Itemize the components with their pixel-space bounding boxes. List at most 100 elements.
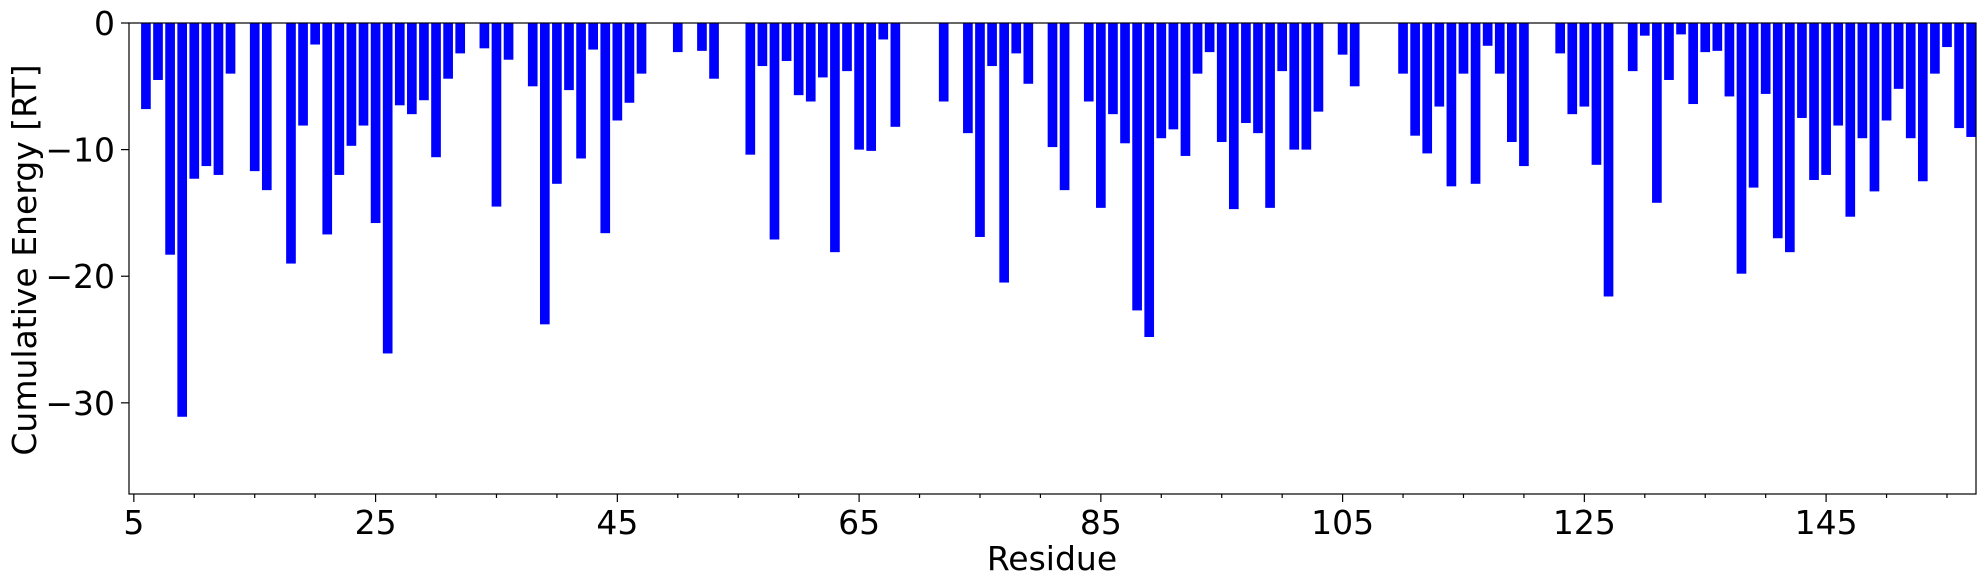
bar [431,23,441,158]
bar [1930,23,1940,74]
bar [1857,23,1868,139]
bar [1712,23,1723,51]
bar [1821,23,1831,175]
bar [382,23,393,354]
bar [1603,23,1614,297]
x-tick-label: 45 [596,503,638,542]
bar [999,23,1009,283]
bar [1724,23,1735,97]
bar [407,23,417,115]
bar [1204,23,1215,53]
bar [938,23,949,102]
bar [539,23,550,325]
bar [564,23,574,91]
bar [1905,23,1916,139]
bar [1893,23,1904,89]
bar [1833,23,1844,126]
bar [1772,23,1783,239]
bar [286,23,296,264]
bar [1664,23,1674,80]
bar [769,23,780,240]
bar [1011,23,1022,54]
bar [757,23,768,67]
bar [201,23,212,167]
bar [987,23,997,67]
bar [588,23,599,50]
bar [1482,23,1493,46]
bar [745,23,756,155]
bar [1253,23,1263,134]
bar [1942,23,1952,48]
bar [1700,23,1711,53]
bar [624,23,635,103]
x-tick-label: 105 [1311,503,1374,542]
bar [1954,23,1964,129]
plot-frame [128,22,1977,495]
bar [1313,23,1324,112]
bar [370,23,381,224]
bar [1567,23,1578,115]
bar [1023,23,1034,84]
y-axis-label: Cumulative Energy [RT] [5,64,44,455]
bar [249,23,260,172]
bar [141,23,151,110]
x-tick-label: 5 [123,503,144,542]
bar [419,23,429,101]
bar [1410,23,1420,136]
bar [455,23,466,54]
x-tick-label: 25 [355,503,397,542]
bar [1228,23,1239,210]
bar [1434,23,1445,107]
bar [1156,23,1167,139]
bar [491,23,502,207]
bar [1591,23,1602,165]
bar [1144,23,1155,337]
bar [1760,23,1771,94]
bar [1132,23,1142,311]
bar [830,23,840,253]
bar [479,23,490,49]
bar [1809,23,1819,180]
bar [1083,23,1094,102]
bar [177,23,188,417]
bar [1676,23,1686,35]
x-tick-label: 85 [1080,503,1122,542]
bar [165,23,175,255]
bar [1216,23,1227,143]
y-tick-label: −10 [45,131,115,170]
bar [1627,23,1638,72]
bar [1458,23,1469,74]
bar [842,23,852,72]
y-tick-label: −20 [45,257,115,296]
x-tick-label: 65 [838,503,880,542]
bar [1917,23,1928,182]
bar [1192,23,1203,74]
bar [1398,23,1408,74]
bar [1120,23,1130,144]
bar [1337,23,1348,55]
bar [1639,23,1650,36]
bar [1579,23,1590,107]
bar [189,23,200,179]
y-tick-label: 0 [94,4,115,43]
bar [310,23,320,45]
bar [805,23,816,102]
bar [1470,23,1481,184]
bar [298,23,308,126]
bar [322,23,333,235]
bar [346,23,357,146]
bar [1180,23,1191,156]
bar [1748,23,1759,188]
bar [261,23,272,191]
x-tick-label: 125 [1553,503,1616,542]
bar [1059,23,1070,191]
bar [781,23,792,61]
x-tick-label: 145 [1795,503,1858,542]
bar [1422,23,1433,154]
bar [552,23,562,184]
bar [1506,23,1517,143]
bar [1555,23,1566,54]
bar [213,23,224,175]
